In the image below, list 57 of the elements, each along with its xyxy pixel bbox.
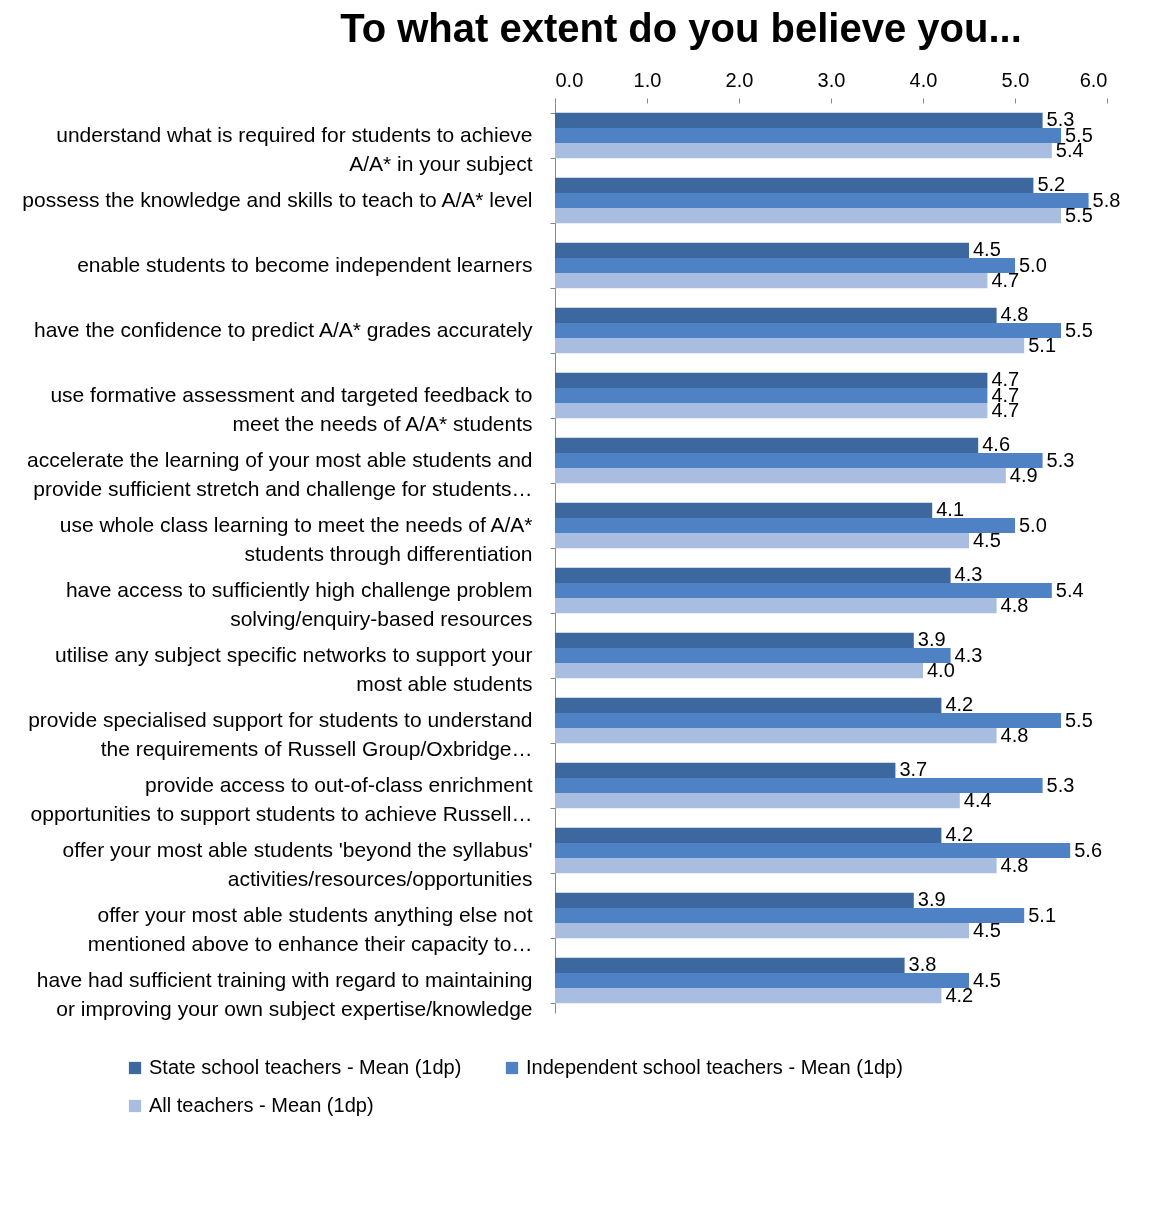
data-label: 3.8 <box>908 953 937 976</box>
data-label: 4.8 <box>1000 303 1029 326</box>
y-tick-label: provide access to out-of-class enrichment opportunities to support students to achieve Russell… <box>30 773 533 825</box>
data-label: 4.5 <box>973 968 1001 991</box>
data-label: 5.5 <box>1065 318 1093 341</box>
data-label: 5.3 <box>1046 773 1075 796</box>
data-label: 5.3 <box>1046 448 1075 471</box>
y-tick-label: offer your most able students anything else not mentioned above to enhance their capacity to… <box>87 903 533 955</box>
data-label: 5.5 <box>1065 708 1093 731</box>
x-tick-label: 5.0 <box>1001 68 1030 91</box>
x-tick-label: 4.0 <box>909 68 938 91</box>
x-tick-label: 3.0 <box>817 68 846 91</box>
data-label: 4.0 <box>927 658 955 681</box>
data-label: 4.6 <box>982 433 1011 456</box>
data-label: 3.9 <box>917 888 946 911</box>
data-label: 4.5 <box>973 528 1001 551</box>
data-label: 4.8 <box>1000 853 1029 876</box>
y-tick-label: provide specialised support for students to understand the requirements of Russell Group/Oxbridge… <box>28 708 533 760</box>
chart-title: To what extent do you believe you... <box>340 6 1022 50</box>
data-label: 3.7 <box>899 758 928 781</box>
y-tick-label: possess the knowledge and skills to teach to A/A* level <box>22 188 533 211</box>
x-tick-label: 1.0 <box>633 68 662 91</box>
y-tick-label: have the confidence to predict A/A* grades accurately <box>34 318 533 341</box>
data-label: 4.7 <box>991 268 1020 291</box>
y-tick-label: enable students to become independent learners <box>77 253 533 276</box>
data-label: 4.4 <box>963 788 992 811</box>
legend-label: Independent school teachers - Mean (1dp) <box>526 1056 903 1078</box>
x-tick-label: 6.0 <box>1079 68 1108 91</box>
data-label: 5.2 <box>1037 173 1066 196</box>
data-label: 4.2 <box>945 983 974 1006</box>
data-label: 5.8 <box>1092 188 1121 211</box>
data-label: 5.6 <box>1074 838 1103 861</box>
data-label: 5.0 <box>1019 513 1047 536</box>
data-label: 4.9 <box>1009 463 1038 486</box>
data-label: 4.5 <box>973 238 1001 261</box>
y-tick-label: understand what is required for students to achieve A/A* in your subject <box>56 123 533 175</box>
legend-label: State school teachers - Mean (1dp) <box>149 1056 462 1078</box>
data-label: 4.1 <box>936 498 965 521</box>
y-tick-label: accelerate the learning of your most able students and provide sufficient stretch and challenge for students… <box>27 448 533 500</box>
data-label: 4.3 <box>954 563 983 586</box>
data-label: 4.2 <box>945 693 974 716</box>
data-label: 3.9 <box>917 628 946 651</box>
data-label: 5.1 <box>1028 333 1057 356</box>
data-label: 4.2 <box>945 823 974 846</box>
data-label: 4.5 <box>973 918 1001 941</box>
data-label: 5.1 <box>1028 903 1057 926</box>
data-label: 5.4 <box>1055 578 1084 601</box>
y-tick-label: have had sufficient training with regard to maintaining or improving your own subject expertise/knowledge <box>36 968 533 1020</box>
x-tick-label: 0.0 <box>555 68 584 91</box>
data-label: 5.5 <box>1065 203 1093 226</box>
y-tick-label: utilise any subject specific networks to support your most able students <box>55 643 533 695</box>
data-label: 5.0 <box>1019 253 1047 276</box>
data-label: 4.3 <box>954 643 983 666</box>
legend-label: All teachers - Mean (1dp) <box>149 1094 374 1116</box>
x-tick-label: 2.0 <box>725 68 754 91</box>
data-label: 4.8 <box>1000 723 1029 746</box>
data-label: 4.8 <box>1000 593 1029 616</box>
